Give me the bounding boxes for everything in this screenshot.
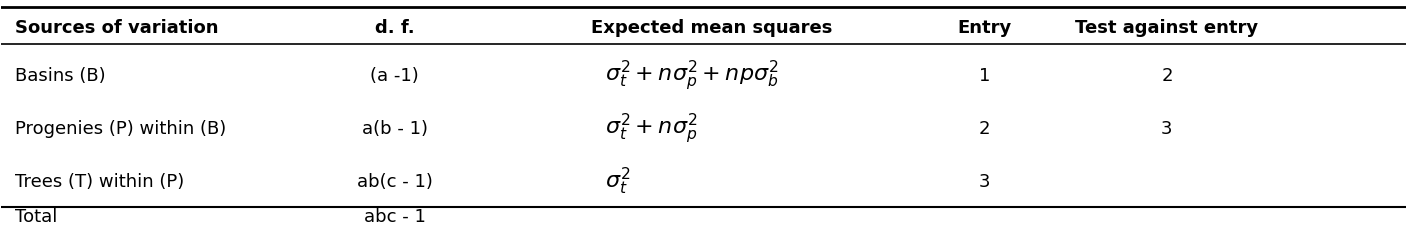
Text: (a -1): (a -1): [370, 67, 419, 85]
Text: $\sigma_t^2 + n\sigma_p^2 + np\sigma_b^2$: $\sigma_t^2 + n\sigma_p^2 + np\sigma_b^2…: [605, 59, 778, 93]
Text: 2: 2: [1161, 67, 1172, 85]
Text: 1: 1: [979, 67, 991, 85]
Text: Basins (B): Basins (B): [15, 67, 106, 85]
Text: a(b - 1): a(b - 1): [362, 119, 428, 137]
Text: Entry: Entry: [957, 19, 1012, 37]
Text: Progenies (P) within (B): Progenies (P) within (B): [15, 119, 227, 137]
Text: Sources of variation: Sources of variation: [15, 19, 219, 37]
Text: Total: Total: [15, 207, 58, 225]
Text: Test against entry: Test against entry: [1075, 19, 1258, 37]
Text: Expected mean squares: Expected mean squares: [591, 19, 833, 37]
Text: 3: 3: [1161, 119, 1172, 137]
Text: 2: 2: [979, 119, 991, 137]
Text: $\sigma_t^2 + n\sigma_p^2$: $\sigma_t^2 + n\sigma_p^2$: [605, 111, 698, 146]
Text: Trees (T) within (P): Trees (T) within (P): [15, 172, 184, 190]
Text: d. f.: d. f.: [374, 19, 415, 37]
Text: abc - 1: abc - 1: [363, 207, 425, 225]
Text: ab(c - 1): ab(c - 1): [356, 172, 432, 190]
Text: 3: 3: [979, 172, 991, 190]
Text: $\sigma_t^2$: $\sigma_t^2$: [605, 165, 630, 196]
